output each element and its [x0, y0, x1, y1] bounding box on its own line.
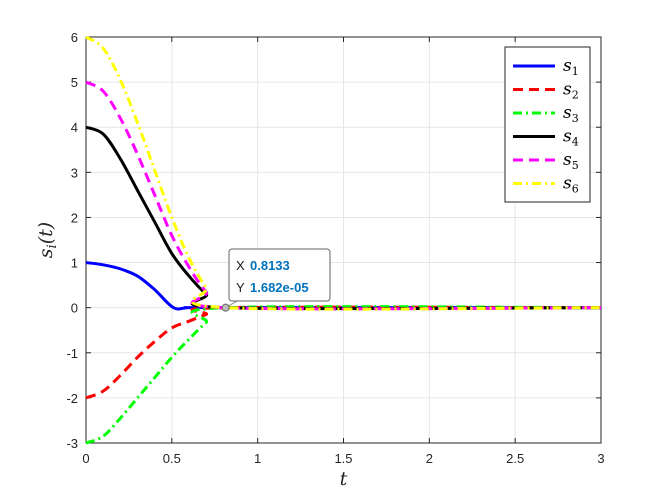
x-tick-label: 1.5 [334, 451, 352, 466]
x-tick-label: 0 [82, 451, 89, 466]
datatip-y-key: Y [236, 280, 245, 295]
legend-entry-s6: s6 [563, 174, 579, 196]
legend-entry-s1: s1 [563, 56, 579, 78]
y-tick-label: 4 [71, 120, 78, 135]
datatip-x-key: X [236, 258, 245, 273]
y-tick-label: 1 [71, 256, 78, 271]
datatip-box [228, 248, 331, 302]
x-tick-label: 3 [597, 451, 604, 466]
x-tick-label: 2.5 [506, 451, 524, 466]
ticks: 0 0.5 1 1.5 2 2.5 3 -3 -2 -1 0 1 2 3 4 5 6 [66, 30, 604, 466]
y-tick-label: 6 [71, 30, 78, 45]
legend-box [504, 46, 591, 203]
datatip-x-value: 0.8133 [250, 258, 290, 273]
y-tick-label: -3 [66, 436, 78, 451]
datatip-y-value: 1.682e-05 [250, 280, 309, 295]
y-tick-label: -2 [66, 391, 78, 406]
datatip-marker[interactable] [221, 303, 230, 312]
series-lines [85, 35, 602, 445]
legend-entry-s3: s3 [563, 103, 579, 125]
x-tick-label: 1 [254, 451, 261, 466]
legend-entry-s2: s2 [563, 80, 579, 102]
series-line-s6 [85, 35, 602, 311]
y-tick-label: -1 [66, 346, 78, 361]
datatip[interactable]: X 0.8133 Y 1.682e-05 [221, 248, 331, 312]
x-tick-label: 0.5 [163, 451, 181, 466]
y-tick-label: 2 [71, 210, 78, 225]
x-axis-label: t [340, 468, 348, 490]
y-tick-label: 3 [71, 165, 78, 180]
y-tick-label: 5 [71, 75, 78, 90]
series-line-s3 [85, 305, 602, 445]
y-tick-label: 0 [71, 301, 78, 316]
legend-entry-s5: s5 [563, 150, 579, 172]
x-tick-label: 2 [426, 451, 433, 466]
legend-entry-s4: s4 [563, 127, 579, 149]
svg-text:si(t): si(t) [35, 222, 60, 258]
y-axis-label: si(t) [35, 222, 60, 258]
